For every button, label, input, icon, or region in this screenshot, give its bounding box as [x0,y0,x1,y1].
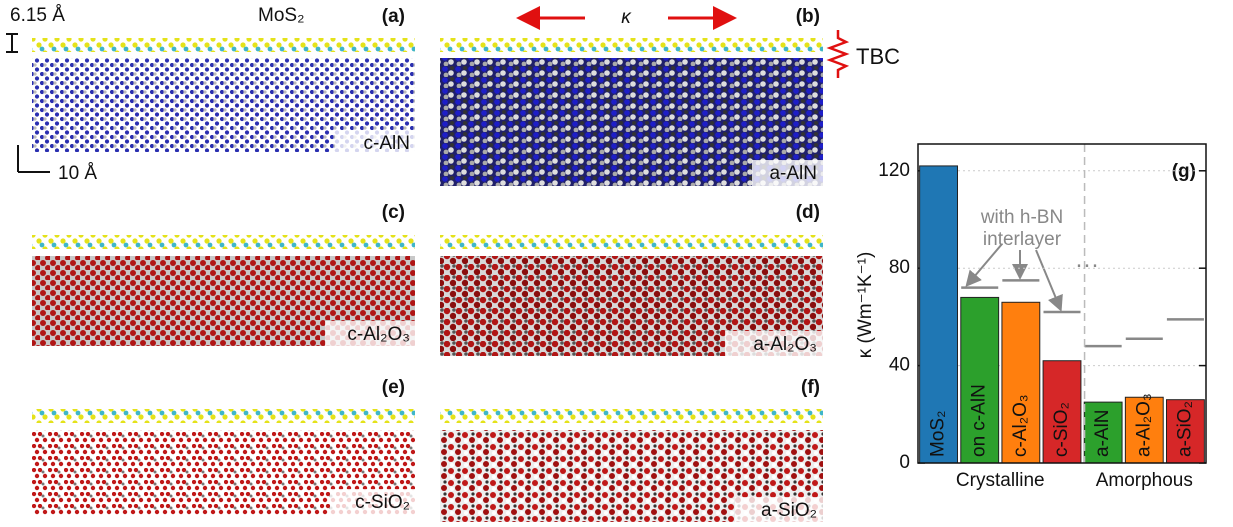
group-label: Crystalline [956,470,1045,491]
scale-label: 10 Å [58,163,97,184]
bar-label: on c-AlN [969,384,990,457]
material-label: c-AlN [364,133,410,154]
tbc-label: TBC [856,44,900,69]
ellipsis: ··· [1075,251,1099,278]
layer-label: MoS₂ [258,5,304,26]
bar-label: a-Al₂O₃ [1133,393,1154,457]
page: 6.15 Å MoS₂ κ TBC 10 Å (a) c-AlN (b) a-A… [0,0,1233,527]
bar-label: a-AlN [1092,409,1113,457]
mos2-layer [440,38,823,52]
y-tick-label: 80 [889,257,910,278]
kappa-label: κ [621,7,632,28]
annotation: with h-BN [980,207,1063,228]
panel-label: (b) [796,6,820,27]
arrow [1036,250,1060,308]
bar-label: c-SiO₂ [1051,402,1072,457]
mos2-layer [440,235,823,249]
panel-label: (g) [1172,161,1196,182]
bar-label: c-Al₂O₃ [1010,394,1031,457]
tbc-resistor [830,30,846,78]
material-label: c-SiO₂ [355,492,410,513]
mos2-layer [32,38,415,52]
material-label: a-AlN [769,163,817,184]
group-label: Amorphous [1096,470,1193,491]
panel-label: (f) [801,377,820,398]
mos2-layer [32,235,415,249]
panel-label: (a) [382,6,405,27]
bar-label: MoS₂ [928,411,949,457]
bar-label: a-SiO₂ [1174,401,1195,457]
figure: 6.15 Å MoS₂ κ TBC 10 Å (a) c-AlN (b) a-A… [0,0,1233,527]
bar-chart: (g) κ (Wm⁻¹K⁻¹) with h-BN interlayer ···… [855,144,1206,491]
mos2-layer [440,409,823,423]
material-label: c-Al₂O₃ [347,324,410,345]
y-tick-label: 40 [889,355,910,376]
y-axis-label: κ (Wm⁻¹K⁻¹) [855,252,876,359]
panel-label: (c) [382,202,405,223]
panel-label: (d) [796,202,820,223]
y-tick-label: 0 [899,452,910,473]
thickness-label: 6.15 Å [10,5,65,26]
mos2-layer [32,409,415,423]
material-label: a-Al₂O₃ [753,334,817,355]
molecular-panels [32,38,823,523]
y-tick-label: 120 [878,160,910,181]
annotation: interlayer [983,229,1062,250]
panel-label: (e) [382,377,405,398]
material-label: a-SiO₂ [761,500,817,521]
